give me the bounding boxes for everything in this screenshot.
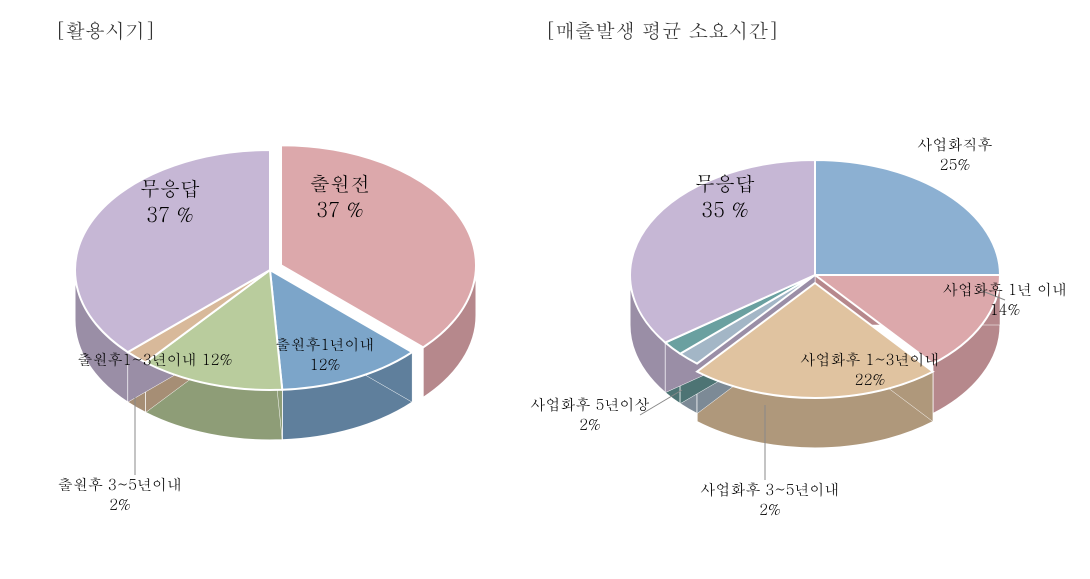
right-pie-label-text: 사업화후 5년이상 (520, 395, 660, 415)
right-pie-label: 사업화후 5년이상2% (520, 395, 660, 434)
right-pie-label-text: 사업화후 3~5년이내 (700, 480, 840, 500)
left-pie-label-text: 출원후1~3년이내 12% (55, 350, 255, 370)
right-pie-label-text: 사업화후 1년 이내 (935, 280, 1075, 300)
right-pie-label: 사업화후 1~3년이내22% (800, 350, 940, 389)
right-pie-label-text: 사업화후 1~3년이내 (800, 350, 940, 370)
right-pie-label-value: 22% (800, 370, 940, 390)
right-pie-label-value: 2% (700, 500, 840, 520)
right-pie-label-value: 35 % (655, 196, 795, 222)
left-pie-label-value: 37 % (100, 201, 240, 227)
right-pie-label-value: 25% (885, 155, 1025, 175)
right-pie-label: 사업화후 1년 이내14% (935, 280, 1075, 319)
right-pie-label-text: 무응답 (655, 170, 795, 196)
left-pie-label-value: 12% (255, 355, 395, 375)
left-pie-label-text: 무응답 (100, 175, 240, 201)
left-pie-label-text: 출원전 (270, 170, 410, 196)
left-pie-label-value: 37 % (270, 196, 410, 222)
right-pie-label-value: 2% (520, 415, 660, 435)
right-pie-label-text: 사업화직후 (885, 135, 1025, 155)
left-pie-label: 출원후 3~5년이내2% (50, 475, 190, 514)
right-pie-label: 사업화후 3~5년이내2% (700, 480, 840, 519)
right-pie-slice (815, 160, 1000, 275)
right-pie-label: 무응답35 % (655, 170, 795, 222)
left-pie-label: 출원후1년이내12% (255, 335, 395, 374)
left-pie-label: 출원후1~3년이내 12% (55, 350, 255, 370)
right-pie-label-value: 14% (935, 300, 1075, 320)
right-pie-label: 사업화직후25% (885, 135, 1025, 174)
left-pie-label: 출원전37 % (270, 170, 410, 222)
left-pie-label-text: 출원후1년이내 (255, 335, 395, 355)
left-pie-label-value: 2% (50, 495, 190, 515)
left-pie-label: 무응답37 % (100, 175, 240, 227)
left-pie-label-text: 출원후 3~5년이내 (50, 475, 190, 495)
